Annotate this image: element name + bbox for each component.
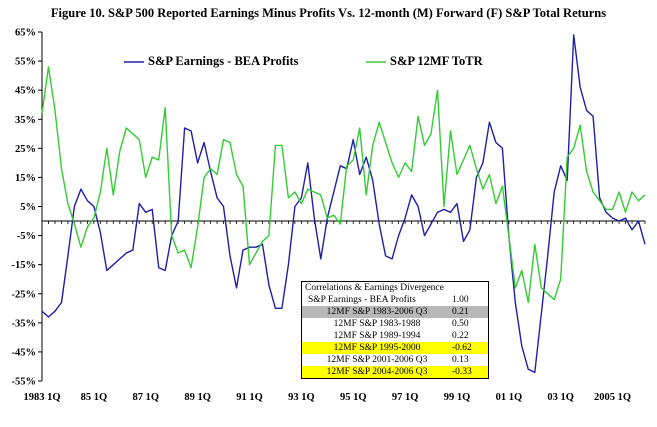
correlation-row-label: 12MF S&P 1989-1994	[333, 331, 421, 341]
correlation-table-subheader: S&P Earnings - BEA Profits 1.00	[302, 294, 488, 306]
correlation-table: Correlations & Earnings Divergence S&P E…	[301, 281, 489, 379]
series-line-returns	[41, 66, 646, 304]
y-tick-label: 5%	[20, 202, 36, 213]
correlation-row-value: -0.62	[452, 343, 472, 353]
legend-earnings-label: S&P Earnings - BEA Profits	[148, 54, 299, 68]
x-tick-label: 99 1Q	[444, 392, 471, 403]
x-tick-label: 87 1Q	[132, 392, 159, 403]
x-tick-label: 89 1Q	[184, 392, 211, 403]
y-tick-label: -45%	[12, 347, 37, 358]
y-tick-label: 15%	[15, 173, 36, 184]
y-tick-label: -5%	[17, 231, 36, 242]
correlation-row-label: 12MF S&P 2001-2006 Q3	[326, 355, 428, 365]
x-tick-label: 93 1Q	[288, 392, 315, 403]
y-tick-label: 45%	[15, 86, 36, 97]
correlation-row-value: 0.50	[452, 319, 469, 329]
correlation-row: 12MF S&P 1995-2000 -0.62	[302, 342, 488, 354]
correlation-row: 12MF S&P 2001-2006 Q3 0.13	[302, 354, 488, 366]
chart-title: Figure 10. S&P 500 Reported Earnings Min…	[50, 6, 607, 20]
legend-returns-label: S&P 12MF ToTR	[390, 54, 483, 68]
y-tick-label: 55%	[15, 57, 36, 68]
y-tick-label: -25%	[12, 289, 37, 300]
series-layer	[41, 34, 646, 373]
y-tick-label: 25%	[15, 144, 36, 155]
correlation-table-header: Correlations & Earnings Divergence	[305, 283, 444, 293]
correlation-row-label: 12MF S&P 1983-2006 Q3	[326, 307, 428, 317]
x-tick-label: 85 1Q	[81, 392, 108, 403]
y-tick-label: 65%	[15, 28, 36, 39]
y-tick-label: 35%	[15, 115, 36, 126]
correlation-row-label: 12MF S&P 1983-1988	[333, 319, 421, 329]
x-tick-label: 95 1Q	[340, 392, 367, 403]
y-tick-label: -55%	[12, 377, 37, 388]
y-tick-label: -35%	[12, 318, 37, 329]
x-tick-label: 1983 1Q	[23, 392, 60, 403]
x-tick-label: 03 1Q	[547, 392, 574, 403]
correlation-row: 12MF S&P 1983-2006 Q3 0.21	[302, 306, 488, 318]
correlation-row-value: 0.13	[452, 355, 469, 365]
x-tick-label: 01 1Q	[496, 392, 523, 403]
x-tick-label: 97 1Q	[392, 392, 419, 403]
x-tick-label: 91 1Q	[236, 392, 263, 403]
correlation-row: 12MF S&P 2004-2006 Q3 -0.33	[302, 366, 488, 378]
correlation-subheader-value: 1.00	[452, 295, 469, 305]
correlation-row: 12MF S&P 1983-1988 0.50	[302, 318, 488, 330]
correlation-row-value: -0.33	[452, 367, 472, 377]
axes: 65% 55% 45% 35% 25% 15% 5% -5% -15% -25% -35% -45% -…	[12, 28, 646, 403]
correlation-subheader-label: S&P Earnings - BEA Profits	[308, 295, 416, 305]
correlation-row-value: 0.21	[452, 307, 469, 317]
x-tick-label: 2005 1Q	[594, 392, 631, 403]
series-line-earnings	[41, 34, 646, 373]
correlation-row: 12MF S&P 1989-1994 0.22	[302, 330, 488, 342]
correlation-row-label: 12MF S&P 2004-2006 Q3	[326, 367, 428, 377]
y-tick-label: -15%	[12, 260, 37, 271]
correlation-row-value: 0.22	[452, 331, 469, 341]
correlation-row-label: 12MF S&P 1995-2000	[333, 343, 421, 353]
